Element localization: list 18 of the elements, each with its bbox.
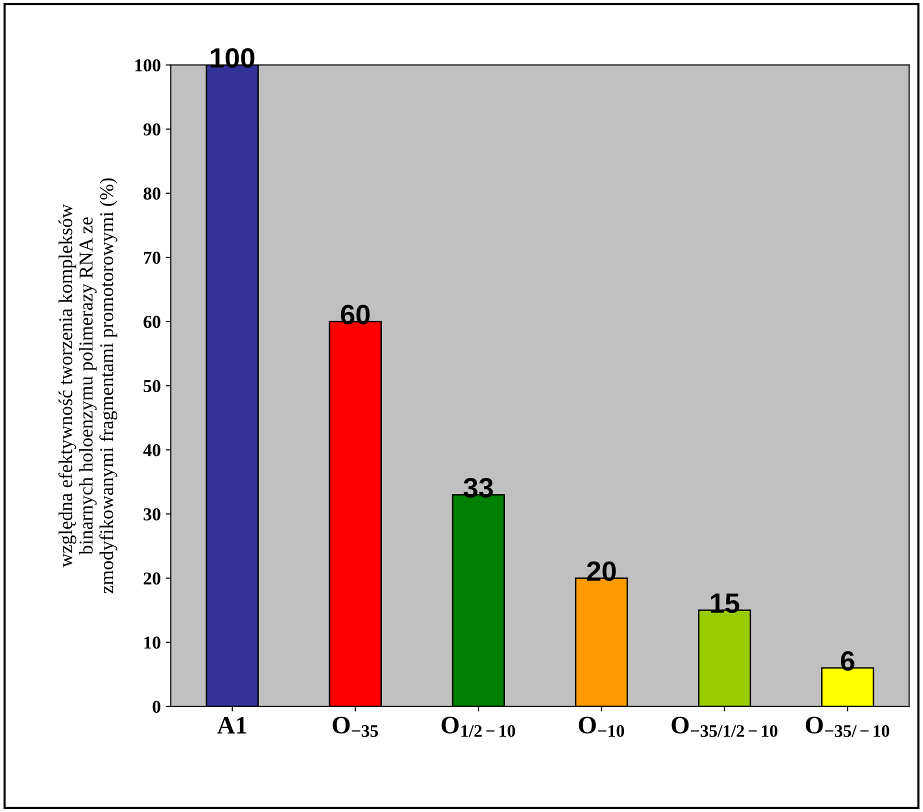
y-tick-label: 100 [135,59,160,72]
y-tick-label: 60 [144,316,160,328]
y-tick-label: 50 [144,380,160,392]
y-tick-label: 70 [144,252,160,264]
y-axis-title: względna efektywność tworzenia kompleksów binarnych holoenzymu polimerazy RNA ze zmodyfikowanymi fragmentami promotorowymi (%) [58,178,118,594]
y-tick-label: 40 [143,444,160,456]
x-tick-label: O$_{−35/1/2−10}$ [672,716,778,737]
x-tick-label: O$_{1/2−10}$ [442,716,516,737]
y-tick-label: 90 [143,123,160,136]
y-tick-label: 10 [144,636,160,649]
y-tick-label: 20 [144,572,160,585]
x-tick-label: O$_{−35/−10}$ [806,716,890,737]
x-tick-label: O$_{−35}$ [332,716,378,737]
y-tick-label: 0 [152,700,160,713]
x-tick-label: A1 [217,717,246,734]
x-tick-label: O$_{−10}$ [578,716,624,737]
y-tick-label: 80 [144,188,160,200]
y-tick-label: 30 [144,508,160,520]
